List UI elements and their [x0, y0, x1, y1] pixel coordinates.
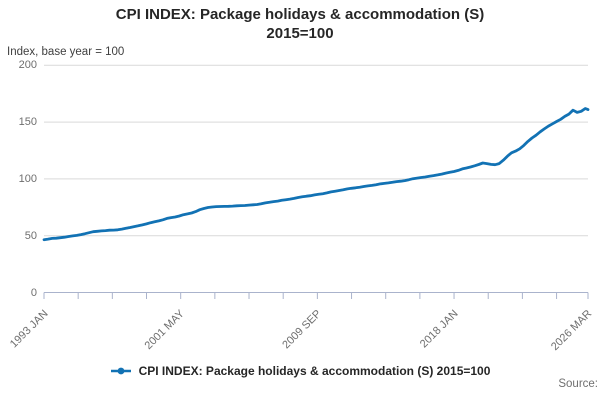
- y-axis-label: 50: [24, 229, 37, 242]
- chart-title-line1: CPI INDEX: Package holidays & accommodat…: [115, 6, 485, 23]
- source-label: Source:: [558, 378, 598, 390]
- legend-line-dot-icon: [110, 367, 131, 375]
- chart-title: CPI INDEX: Package holidays & accommodat…: [0, 5, 600, 43]
- y-axis-label: 0: [30, 286, 37, 299]
- legend-series-label: CPI INDEX: Package holidays & accommodat…: [138, 364, 491, 378]
- series-line: [42, 107, 590, 242]
- y-axis-unit-label: Index, base year = 100: [7, 46, 125, 58]
- y-axis-label: 150: [18, 116, 37, 129]
- y-axis-label: 200: [18, 59, 37, 72]
- legend: CPI INDEX: Package holidays & accommodat…: [0, 364, 600, 378]
- y-axis-label: 100: [18, 172, 37, 185]
- chart-title-line2: 2015=100: [266, 25, 334, 42]
